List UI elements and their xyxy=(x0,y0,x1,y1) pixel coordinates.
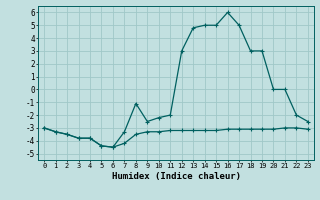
X-axis label: Humidex (Indice chaleur): Humidex (Indice chaleur) xyxy=(111,172,241,181)
